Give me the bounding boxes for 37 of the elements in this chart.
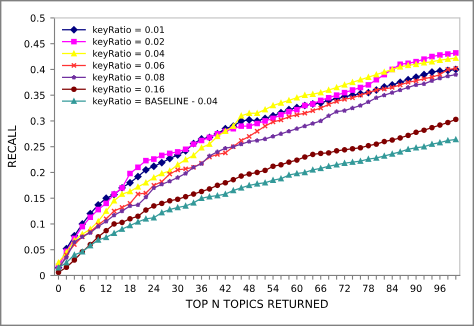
x-tick-label: 18 xyxy=(124,284,136,292)
x-tick-label: 90 xyxy=(410,284,422,292)
x-tick-label: 72 xyxy=(339,284,350,292)
y-tick-label: 0.3 xyxy=(30,117,45,125)
x-tick-label: 36 xyxy=(196,284,208,292)
legend-label: keyRatio = 0.02 xyxy=(93,38,164,47)
x-tick-label: 66 xyxy=(315,284,326,292)
y-tick-label: 0.15 xyxy=(24,194,45,202)
x-tick-label: 48 xyxy=(243,284,255,292)
legend-label: keyRatio = 0.08 xyxy=(93,74,164,82)
legend-label: keyRatio = 0.01 xyxy=(93,26,164,35)
legend-label: keyRatio = 0.06 xyxy=(93,62,164,70)
x-tick-label: 12 xyxy=(101,284,112,292)
legend-label: keyRatio = BASELINE - 0.04 xyxy=(93,97,218,106)
x-tick-label: 54 xyxy=(268,284,279,292)
x-tick-label: 30 xyxy=(172,284,184,292)
y-axis-title: RECALL xyxy=(8,126,16,167)
y-tick-label: 0.2 xyxy=(30,168,45,176)
legend-label: keyRatio = 0.16 xyxy=(93,86,164,94)
x-tick-label: 42 xyxy=(220,284,231,292)
x-tick-label: 84 xyxy=(386,284,398,292)
x-tick-label: 60 xyxy=(291,284,302,292)
y-tick-label: 0.5 xyxy=(30,14,45,22)
y-tick-label: 0.4 xyxy=(30,66,45,74)
y-tick-label: 0.35 xyxy=(24,92,45,100)
y-tick-label: 0 xyxy=(40,272,45,280)
y-tick-label: 0.25 xyxy=(24,143,45,151)
y-tick-label: 0.1 xyxy=(30,220,45,228)
x-tick-label: 6 xyxy=(80,284,85,292)
legend-label: keyRatio = 0.04 xyxy=(93,50,164,59)
x-tick-label: 96 xyxy=(434,284,446,292)
y-tick-label: 0.05 xyxy=(24,246,45,254)
x-tick-label: 78 xyxy=(363,284,374,292)
x-axis-title: TOP N TOPICS RETURNED xyxy=(186,300,328,308)
x-tick-label: 0 xyxy=(56,284,61,292)
y-tick-label: 0.45 xyxy=(24,40,45,48)
x-tick-label: 24 xyxy=(148,284,160,292)
